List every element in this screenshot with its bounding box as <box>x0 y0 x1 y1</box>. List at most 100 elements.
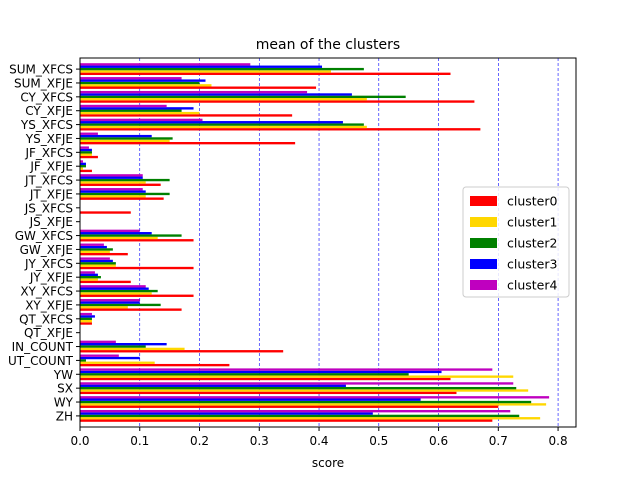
bar-cluster2 <box>80 123 364 126</box>
bar-cluster3 <box>80 176 143 179</box>
legend-swatch-cluster0 <box>470 196 497 206</box>
bar-cluster4 <box>80 368 493 371</box>
bar-cluster2 <box>80 178 170 182</box>
bar-cluster2 <box>80 81 200 85</box>
bar-cluster1 <box>80 250 110 253</box>
bar-cluster4 <box>80 118 203 122</box>
bar-cluster0 <box>80 100 475 103</box>
bar-cluster1 <box>80 195 146 198</box>
bar-cluster0 <box>80 239 194 242</box>
bar-cluster1 <box>80 361 155 364</box>
y-tick-label: JY_XFCS <box>24 257 73 271</box>
x-tick-label: 0.8 <box>549 434 568 448</box>
bar-cluster4 <box>80 354 119 357</box>
bar-cluster0 <box>80 419 493 422</box>
bar-cluster0 <box>80 211 131 214</box>
bar-cluster3 <box>80 134 152 138</box>
bar-cluster1 <box>80 375 514 378</box>
bar-cluster1 <box>80 403 547 406</box>
bar-cluster0 <box>80 86 317 89</box>
bar-cluster2 <box>80 359 86 362</box>
y-axis: ZHWYSXYWUT_COUNTIN_COUNTQT_XFJEQT_XFCSXY… <box>8 63 80 423</box>
x-tick-label: 0.6 <box>429 434 448 448</box>
legend-label-cluster0: cluster0 <box>507 194 558 209</box>
bar-cluster3 <box>80 245 107 249</box>
y-tick-label: GW_XFJE <box>20 243 73 257</box>
bar-cluster2 <box>80 67 364 71</box>
bar-cluster4 <box>80 104 167 108</box>
bar-cluster0 <box>80 308 182 311</box>
x-axis: 0.0 0.1 0.2 0.3 0.4 0.5 0.6 0.7 0.8 <box>70 427 568 448</box>
bar-cluster1 <box>80 347 185 351</box>
bar-cluster1 <box>80 111 200 115</box>
legend-label-cluster4: cluster4 <box>507 278 558 293</box>
bar-cluster0 <box>80 350 284 353</box>
bar-cluster4 <box>80 146 89 149</box>
bar-cluster0 <box>80 252 128 256</box>
bar-cluster0 <box>80 280 131 284</box>
bar-cluster2 <box>80 192 170 196</box>
bar-cluster4 <box>80 312 92 316</box>
y-tick-label: CY_XFCS <box>20 90 73 104</box>
y-tick-label: CY_XFJE <box>25 104 73 118</box>
y-tick-label: SUM_XFJE <box>14 76 73 90</box>
bar-cluster2 <box>80 95 406 99</box>
y-tick-label: JY_XFJE <box>29 271 73 285</box>
bar-cluster4 <box>80 63 251 66</box>
bar-cluster1 <box>80 181 146 184</box>
bar-cluster3 <box>80 370 442 374</box>
bar-cluster1 <box>80 153 92 156</box>
bar-cluster3 <box>80 356 140 360</box>
chart-title: mean of the clusters <box>256 37 400 53</box>
bar-cluster3 <box>80 315 95 318</box>
bar-cluster1 <box>80 70 331 73</box>
bar-cluster1 <box>80 264 116 267</box>
y-tick-label: JF_XFJE <box>29 160 73 174</box>
bar-cluster4 <box>80 257 110 260</box>
y-tick-label: ZH <box>56 409 73 423</box>
bar-cluster3 <box>80 287 149 290</box>
bar-cluster3 <box>80 259 113 263</box>
bar-cluster2 <box>80 109 182 112</box>
y-tick-label: QT_XFCS <box>19 312 73 326</box>
bar-cluster2 <box>80 234 182 237</box>
legend-label-cluster1: cluster1 <box>507 215 557 230</box>
legend-swatch-cluster3 <box>470 259 497 269</box>
bar-cluster1 <box>80 306 128 309</box>
bar-cluster0 <box>80 405 499 408</box>
bar-cluster2 <box>80 303 161 307</box>
y-tick-label: JS_XFJE <box>29 215 73 229</box>
x-tick-label: 0.2 <box>190 434 209 448</box>
bar-cluster3 <box>80 65 323 68</box>
y-tick-label: YW <box>53 368 73 382</box>
legend-swatch-cluster1 <box>470 217 497 227</box>
y-tick-label: JT_XFCS <box>24 174 73 188</box>
bar-cluster2 <box>80 262 116 265</box>
y-tick-label: IN_COUNT <box>12 340 74 354</box>
bar-cluster4 <box>80 90 308 94</box>
bar-cluster0 <box>80 155 98 159</box>
y-tick-label: JF_XFCS <box>24 146 73 160</box>
y-tick-label: YS_XFJE <box>25 132 73 146</box>
y-tick-label: XY_XFCS <box>20 285 73 299</box>
bar-cluster2 <box>80 400 532 404</box>
x-tick-label: 0.1 <box>130 434 149 448</box>
y-tick-label: SX <box>57 382 73 396</box>
y-tick-label: UT_COUNT <box>8 354 74 368</box>
bar-cluster3 <box>80 398 421 401</box>
bar-cluster2 <box>80 289 158 293</box>
bar-cluster0 <box>80 266 194 270</box>
bar-cluster1 <box>80 167 83 170</box>
x-tick-label: 0.5 <box>369 434 388 448</box>
bar-cluster4 <box>80 340 116 344</box>
y-tick-label: QT_XFJE <box>24 326 73 340</box>
bar-cluster0 <box>80 294 194 297</box>
bar-cluster0 <box>80 72 451 75</box>
legend-swatch-cluster2 <box>470 238 497 248</box>
bar-cluster4 <box>80 132 98 135</box>
bar-cluster0 <box>80 363 230 367</box>
bar-cluster3 <box>80 232 152 235</box>
bar-cluster1 <box>80 236 158 240</box>
bar-cluster0 <box>80 169 92 173</box>
